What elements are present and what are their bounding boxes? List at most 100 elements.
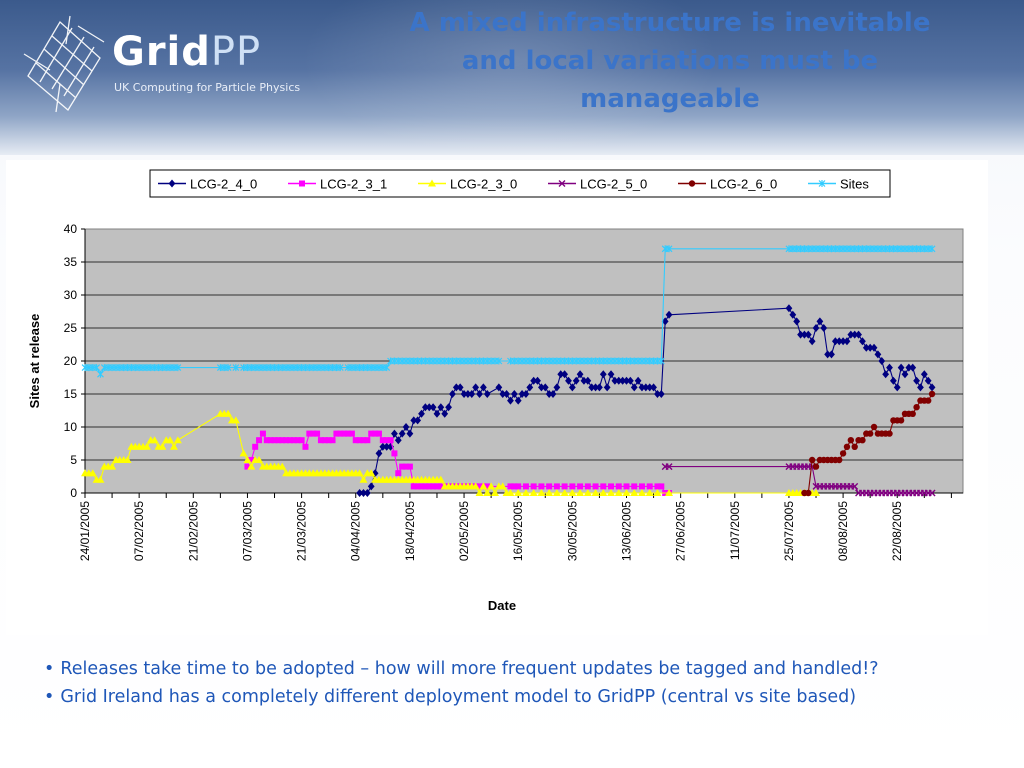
data-point <box>278 462 287 470</box>
data-point <box>588 383 596 392</box>
data-point <box>859 437 866 444</box>
data-point <box>142 442 151 450</box>
data-point <box>561 370 569 379</box>
data-point <box>173 436 182 444</box>
data-point <box>436 475 445 483</box>
data-point <box>603 383 611 392</box>
data-point <box>422 483 429 490</box>
data-point <box>224 364 232 372</box>
data-point <box>495 383 503 392</box>
data-point <box>224 409 233 417</box>
data-point <box>924 376 932 385</box>
data-point <box>406 463 413 470</box>
data-point <box>252 443 259 450</box>
data-point <box>325 437 332 444</box>
data-point <box>515 483 522 490</box>
data-point <box>630 489 639 496</box>
data-point <box>495 357 503 365</box>
data-point <box>793 317 801 326</box>
data-point <box>391 429 398 438</box>
x-tick-label: 13/06/2005 <box>619 501 633 561</box>
legend-label: LCG-2_3_0 <box>450 177 517 192</box>
data-point <box>526 383 534 392</box>
x-tick-label: 08/08/2005 <box>836 501 850 561</box>
data-point <box>449 390 456 398</box>
data-point <box>658 483 665 490</box>
data-point <box>437 483 444 490</box>
data-point <box>584 376 592 385</box>
data-point <box>870 343 878 352</box>
data-point <box>383 437 390 444</box>
x-tick-label: 07/03/2005 <box>240 501 254 561</box>
data-point <box>445 403 452 412</box>
data-point <box>638 483 645 490</box>
data-point <box>851 482 859 490</box>
data-point <box>797 330 804 339</box>
data-point <box>913 376 920 385</box>
y-tick-label: 10 <box>64 420 78 434</box>
data-point <box>538 483 545 490</box>
data-point <box>360 437 367 444</box>
data-point <box>855 330 862 339</box>
legend-marker <box>299 180 305 187</box>
data-point <box>503 390 510 398</box>
data-point <box>471 482 480 490</box>
data-point <box>665 245 673 253</box>
data-point <box>248 457 255 463</box>
legend-label: LCG-2_3_1 <box>320 177 387 192</box>
data-point <box>522 483 529 490</box>
data-point <box>317 437 324 444</box>
data-point <box>608 483 615 490</box>
data-point <box>426 483 433 490</box>
data-point <box>928 390 936 398</box>
data-point <box>387 437 394 444</box>
data-point <box>661 317 669 326</box>
data-point <box>928 383 936 392</box>
data-point <box>545 489 554 496</box>
data-point <box>375 430 382 437</box>
x-tick-label: 22/08/2005 <box>890 501 904 561</box>
data-point <box>341 430 348 437</box>
data-point <box>572 376 580 385</box>
data-point <box>395 470 402 477</box>
data-point <box>920 370 928 379</box>
y-tick-label: 20 <box>64 354 78 368</box>
data-point <box>614 489 623 496</box>
data-point <box>231 416 240 424</box>
data-point <box>239 449 248 457</box>
data-point <box>356 437 363 444</box>
legend-marker <box>168 179 176 188</box>
data-point <box>537 489 546 496</box>
data-point <box>665 489 674 496</box>
data-point <box>851 330 859 339</box>
data-point <box>642 383 650 392</box>
data-point <box>634 376 642 385</box>
data-point <box>256 437 263 444</box>
data-point <box>464 390 472 398</box>
legend-item: LCG-2_3_0 <box>418 177 517 192</box>
data-point <box>383 364 391 372</box>
data-point <box>785 304 793 313</box>
data-point <box>479 482 488 490</box>
data-point <box>851 443 858 450</box>
data-point <box>534 376 541 385</box>
y-tick-label: 5 <box>70 453 77 467</box>
bullet-dot-icon: • <box>44 659 55 679</box>
data-point <box>414 416 422 425</box>
data-point <box>403 463 410 470</box>
data-point <box>150 436 159 444</box>
data-point <box>607 489 616 496</box>
y-tick-label: 25 <box>64 321 78 335</box>
data-point <box>928 489 936 497</box>
data-point <box>337 430 344 437</box>
data-point <box>310 430 317 437</box>
data-point <box>835 337 843 346</box>
y-axis-title: Sites at release <box>27 314 42 409</box>
data-point <box>483 390 491 398</box>
data-point <box>475 489 484 496</box>
data-point <box>476 483 483 490</box>
x-tick-label: 27/06/2005 <box>674 501 688 561</box>
data-point <box>364 437 371 444</box>
legend-box <box>149 169 891 198</box>
data-point <box>637 489 646 496</box>
